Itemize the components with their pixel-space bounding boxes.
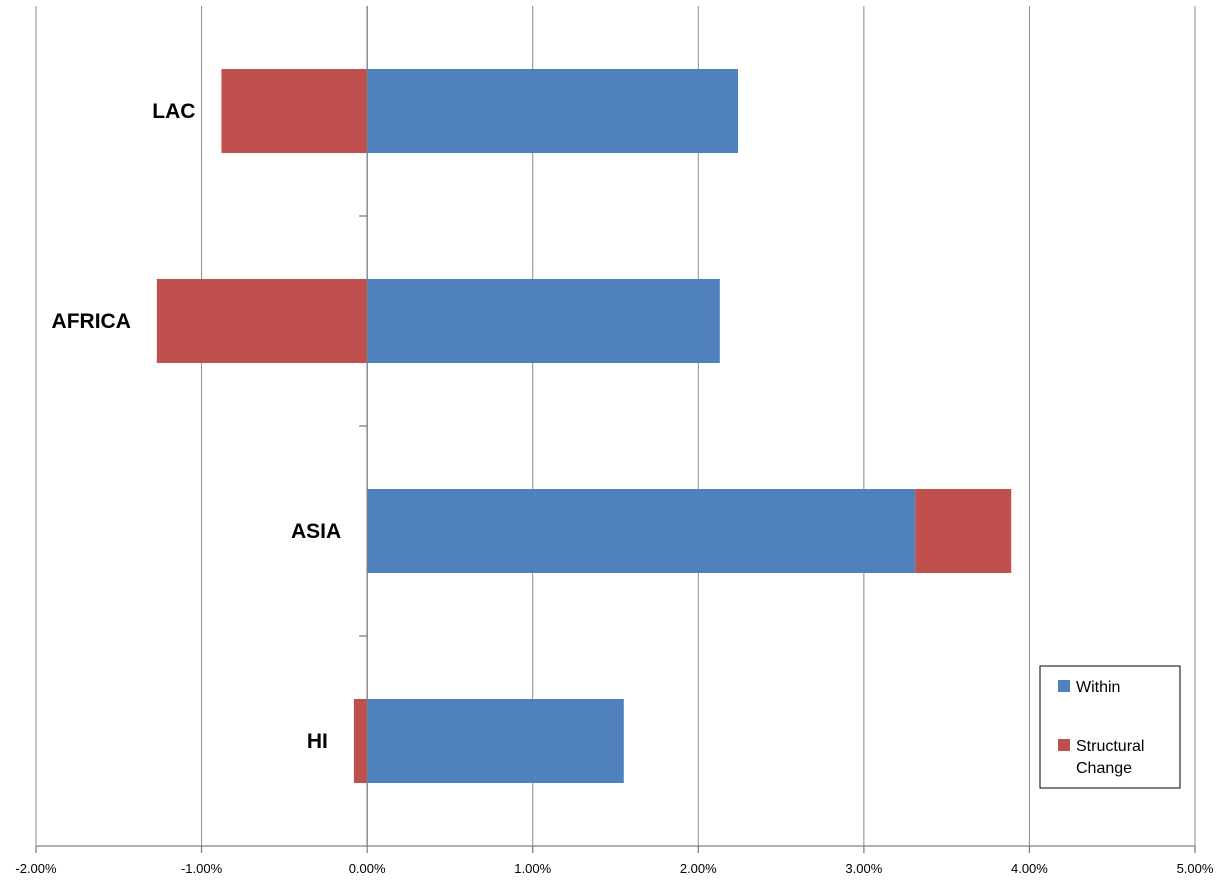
category-label: HI <box>307 730 328 753</box>
bar-africa-within <box>367 279 720 363</box>
x-tick-labels: -2.00% -1.00% 0.00% 1.00% 2.00% 3.00% 4.00% 5.0… <box>15 861 1213 876</box>
x-tick-label: 1.00% <box>514 861 551 876</box>
x-tick-label: 4.00% <box>1011 861 1048 876</box>
axes <box>35 6 1196 853</box>
bar-lac-structural-change <box>221 69 368 153</box>
x-tick-label: 0.00% <box>349 861 386 876</box>
bar-asia-within <box>367 489 916 573</box>
bars <box>156 69 1012 783</box>
category-labels: LAC AFRICA ASIA HI <box>52 100 342 753</box>
category-label: ASIA <box>291 520 341 543</box>
legend-label-structural-change: Structural Change <box>1076 738 1144 777</box>
category-label: AFRICA <box>52 310 131 333</box>
bar-hi-within <box>367 699 624 783</box>
x-tick-label: 2.00% <box>680 861 717 876</box>
legend-swatch-structural-change <box>1058 739 1070 751</box>
bar-asia-structural-change <box>915 489 1012 573</box>
category-label: LAC <box>152 100 195 123</box>
bar-hi-structural-change <box>353 699 368 783</box>
legend-box <box>1039 665 1181 789</box>
legend-label-within: Within <box>1076 679 1120 696</box>
legend: Within Structural Change <box>1039 665 1181 789</box>
x-tick-label: -2.00% <box>15 861 57 876</box>
x-tick-label: -1.00% <box>181 861 223 876</box>
bar-africa-structural-change <box>156 279 368 363</box>
x-tick-label: 5.00% <box>1177 861 1214 876</box>
x-tick-label: 3.00% <box>845 861 882 876</box>
bar-lac-within <box>367 69 739 153</box>
legend-swatch-within <box>1058 680 1070 692</box>
